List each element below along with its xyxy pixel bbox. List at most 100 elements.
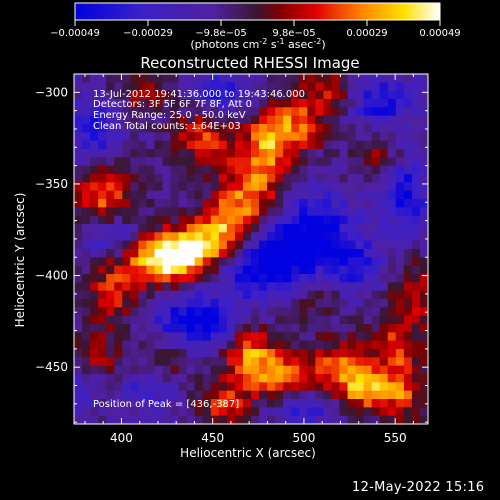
heatmap-cell (74, 99, 83, 108)
heatmap-cell (242, 282, 252, 292)
heatmap-cell (251, 365, 260, 375)
heatmap-cell (242, 199, 252, 208)
heatmap-cell (363, 232, 373, 242)
heatmap-cell (122, 190, 131, 200)
heatmap-cell (146, 232, 155, 242)
heatmap-cell (234, 357, 244, 367)
heatmap-cell (259, 399, 268, 408)
heatmap-cell (419, 357, 429, 367)
heatmap-cell (178, 174, 188, 183)
heatmap-cell (90, 290, 99, 300)
heatmap-cell (259, 174, 268, 183)
heatmap-cell (251, 257, 260, 267)
heatmap-cell (275, 257, 284, 267)
heatmap-cell (122, 290, 131, 300)
heatmap-cell (339, 332, 348, 342)
heatmap-cell (275, 332, 284, 342)
heatmap-cell (419, 224, 429, 233)
heatmap-cell (275, 357, 284, 367)
heatmap-cell (210, 299, 220, 308)
heatmap-cell (315, 190, 324, 200)
heatmap-cell (419, 265, 429, 275)
heatmap-cell (186, 107, 196, 117)
heatmap-cell (331, 332, 340, 342)
heatmap-cell (307, 315, 316, 325)
heatmap-cell (411, 290, 421, 300)
heatmap-cell (82, 274, 91, 283)
heatmap-cell (242, 382, 252, 392)
heatmap-cell (202, 149, 212, 158)
heatmap-cell (299, 274, 308, 283)
heatmap-cell (162, 265, 171, 275)
heatmap-cell (98, 274, 107, 283)
heatmap-cell (323, 82, 332, 92)
heatmap-cell (210, 240, 220, 250)
heatmap-cell (114, 140, 123, 150)
heatmap-cell (82, 365, 91, 375)
heatmap-cell (74, 299, 83, 308)
heatmap-cell (347, 299, 356, 308)
heatmap-cell (323, 115, 332, 125)
heatmap-cell (355, 215, 365, 225)
heatmap-cell (218, 74, 228, 83)
heatmap-cell (339, 282, 348, 292)
heatmap-cell (267, 232, 276, 242)
heatmap-cell (307, 415, 316, 425)
heatmap-cell (371, 349, 381, 358)
heatmap-cell (194, 390, 204, 400)
heatmap-cell (106, 282, 115, 292)
heatmap-cell (307, 215, 316, 225)
heatmap-cell (291, 349, 300, 358)
heatmap-cell (275, 132, 284, 142)
heatmap-cell (371, 99, 381, 108)
heatmap-cell (170, 265, 179, 275)
heatmap-cell (114, 82, 123, 92)
heatmap-cell (299, 324, 308, 333)
heatmap-cell (315, 299, 324, 308)
heatmap-cell (194, 99, 204, 108)
heatmap-cell (355, 399, 365, 408)
heatmap-cell (154, 107, 163, 117)
heatmap-cell (395, 382, 405, 392)
heatmap-cell (299, 332, 308, 342)
heatmap-cell (242, 332, 252, 342)
heatmap-cell (138, 240, 147, 250)
heatmap-cell (194, 349, 204, 358)
heatmap-cell (347, 99, 356, 108)
heatmap-cell (371, 257, 381, 267)
heatmap-cell (291, 107, 300, 117)
heatmap-cell (411, 265, 421, 275)
heatmap-cell (275, 215, 284, 225)
heatmap-cell (387, 332, 397, 342)
heatmap-cell (138, 415, 147, 425)
heatmap-cell (387, 249, 397, 258)
heatmap-cell (307, 74, 316, 83)
heatmap-cell (411, 365, 421, 375)
heatmap-cell (170, 290, 179, 300)
heatmap-cell (146, 99, 155, 108)
heatmap-cell (170, 140, 179, 150)
heatmap-cell (363, 82, 373, 92)
heatmap-cell (202, 232, 212, 242)
heatmap-cell (194, 132, 204, 142)
heatmap-cell (154, 174, 163, 183)
heatmap-cell (291, 407, 300, 417)
heatmap-cell (226, 224, 236, 233)
heatmap-cell (194, 357, 204, 367)
heatmap-cell (419, 140, 429, 150)
heatmap-cell (98, 265, 107, 275)
heatmap-cell (259, 240, 268, 250)
heatmap-cell (114, 149, 123, 158)
heatmap-cell (186, 199, 196, 208)
heatmap-cell (419, 157, 429, 167)
heatmap-cell (186, 307, 196, 317)
heatmap-cell (291, 240, 300, 250)
heatmap-cell (114, 340, 123, 350)
heatmap-cell (403, 365, 413, 375)
heatmap-cell (202, 199, 212, 208)
heatmap-cell (251, 124, 260, 133)
heatmap-cell (355, 324, 365, 333)
heatmap-cell (226, 182, 236, 192)
heatmap-cell (315, 407, 324, 417)
heatmap-cell (106, 315, 115, 325)
